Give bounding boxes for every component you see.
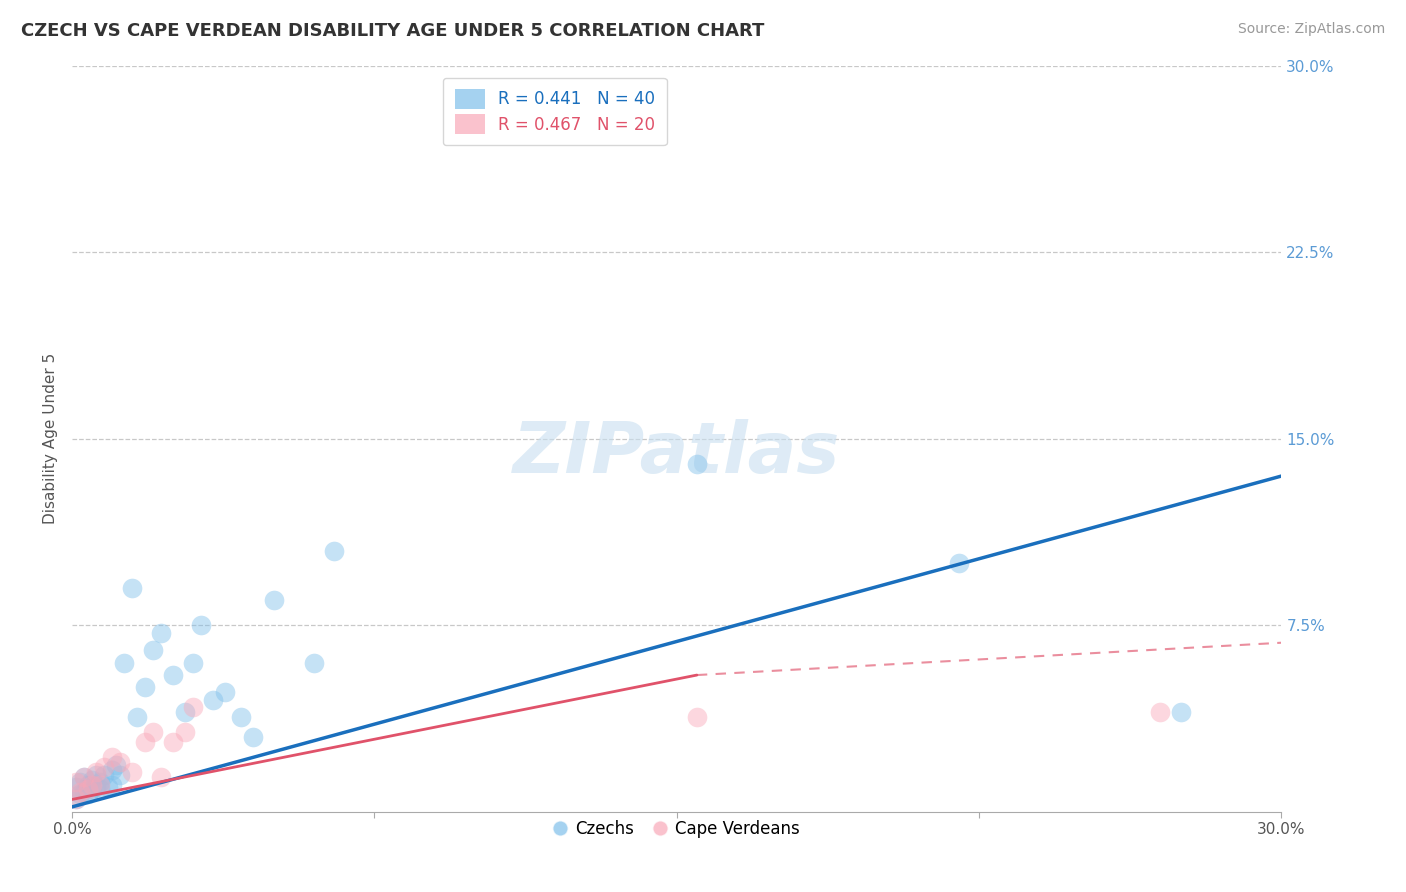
Czechs: [142, 643, 165, 657]
Czechs: [110, 767, 132, 781]
Cape Verdeans: [93, 760, 115, 774]
Czechs: [84, 767, 107, 781]
Czechs: [89, 782, 111, 797]
Czechs: [948, 556, 970, 570]
Cape Verdeans: [73, 770, 96, 784]
Text: ZIPatlas: ZIPatlas: [513, 419, 841, 488]
Czechs: [242, 731, 264, 745]
Czechs: [82, 772, 104, 787]
Cape Verdeans: [69, 785, 91, 799]
Cape Verdeans: [82, 777, 104, 791]
Czechs: [302, 656, 325, 670]
Czechs: [149, 625, 172, 640]
Czechs: [112, 656, 135, 670]
Cape Verdeans: [181, 700, 204, 714]
Czechs: [93, 767, 115, 781]
Cape Verdeans: [142, 725, 165, 739]
Czechs: [162, 668, 184, 682]
Czechs: [231, 710, 253, 724]
Czechs: [65, 780, 87, 794]
Cape Verdeans: [686, 710, 709, 724]
Czechs: [69, 788, 91, 802]
Czechs: [77, 777, 100, 791]
Czechs: [65, 792, 87, 806]
Czechs: [323, 543, 346, 558]
Czechs: [1170, 706, 1192, 720]
Cape Verdeans: [65, 775, 87, 789]
Text: CZECH VS CAPE VERDEAN DISABILITY AGE UNDER 5 CORRELATION CHART: CZECH VS CAPE VERDEAN DISABILITY AGE UND…: [21, 22, 765, 40]
Cape Verdeans: [121, 765, 143, 780]
Cape Verdeans: [149, 770, 172, 784]
Czechs: [84, 780, 107, 794]
Czechs: [69, 775, 91, 789]
Y-axis label: Disability Age Under 5: Disability Age Under 5: [44, 353, 58, 524]
Czechs: [686, 457, 709, 471]
Czechs: [214, 685, 236, 699]
Czechs: [190, 618, 212, 632]
Cape Verdeans: [110, 755, 132, 769]
Czechs: [105, 757, 128, 772]
Cape Verdeans: [173, 725, 195, 739]
Czechs: [125, 710, 148, 724]
Cape Verdeans: [84, 765, 107, 780]
Czechs: [181, 656, 204, 670]
Cape Verdeans: [162, 735, 184, 749]
Cape Verdeans: [89, 777, 111, 791]
Czechs: [73, 785, 96, 799]
Cape Verdeans: [77, 782, 100, 797]
Cape Verdeans: [1149, 706, 1171, 720]
Czechs: [121, 581, 143, 595]
Czechs: [89, 775, 111, 789]
Cape Verdeans: [134, 735, 156, 749]
Cape Verdeans: [101, 750, 124, 764]
Czechs: [101, 763, 124, 777]
Cape Verdeans: [65, 792, 87, 806]
Text: Source: ZipAtlas.com: Source: ZipAtlas.com: [1237, 22, 1385, 37]
Czechs: [97, 780, 120, 794]
Czechs: [82, 782, 104, 797]
Czechs: [134, 681, 156, 695]
Czechs: [101, 777, 124, 791]
Czechs: [202, 693, 225, 707]
Czechs: [73, 770, 96, 784]
Czechs: [263, 593, 285, 607]
Legend: Czechs, Cape Verdeans: Czechs, Cape Verdeans: [547, 814, 807, 845]
Czechs: [173, 706, 195, 720]
Czechs: [77, 788, 100, 802]
